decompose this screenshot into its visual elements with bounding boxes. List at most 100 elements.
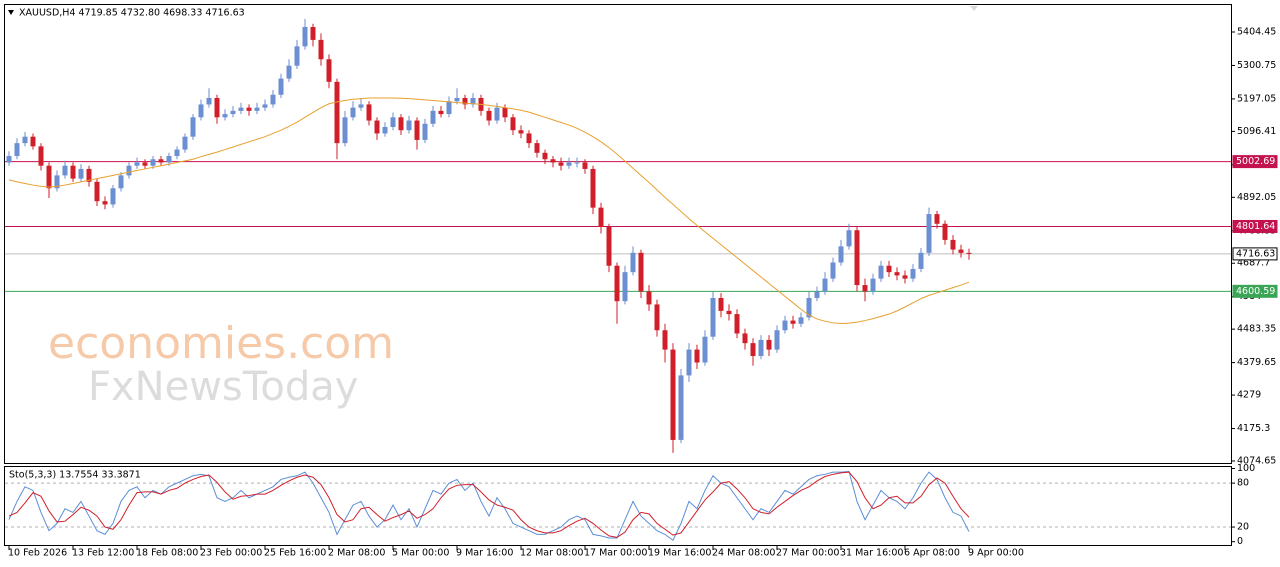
candle-body <box>862 285 868 292</box>
candle-body <box>142 162 148 166</box>
y-tick-label: 4483.35 <box>1237 324 1276 335</box>
candle-body <box>214 97 220 118</box>
candle-body <box>694 349 700 363</box>
x-tick-label: 10 Feb 2026 <box>8 548 67 559</box>
candle-body <box>638 252 644 292</box>
candle-body <box>270 94 276 105</box>
candle-body <box>470 97 476 105</box>
x-tick-label: 17 Mar 00:00 <box>584 548 647 559</box>
candle-body <box>70 165 76 179</box>
chart-header: XAUUSD,H4 4719.85 4732.80 4698.33 4716.6… <box>19 8 245 19</box>
candle-body <box>94 181 100 202</box>
candle-body <box>406 120 412 131</box>
x-tick-label: 2 Mar 08:00 <box>328 548 385 559</box>
candle-body <box>238 107 244 111</box>
candle-body <box>102 201 108 205</box>
x-tick-label: 6 Apr 08:00 <box>904 548 960 559</box>
candle-body <box>526 133 532 144</box>
candle-body <box>438 110 444 115</box>
y-tick-label: 5197.05 <box>1237 93 1276 104</box>
candle-body <box>670 349 676 440</box>
candle-body <box>718 297 724 311</box>
candle-body <box>382 126 388 134</box>
candle-body <box>926 214 932 253</box>
candle-body <box>878 265 884 279</box>
candle-body <box>550 159 556 163</box>
candle-body <box>246 107 252 111</box>
candle-body <box>78 168 84 179</box>
candle-body <box>734 314 740 334</box>
candle-body <box>558 162 564 166</box>
candle-body <box>366 104 372 121</box>
candle-body <box>590 168 596 208</box>
level-label: 4716.63 <box>1236 248 1275 259</box>
x-tick-label: 5 Mar 00:00 <box>392 548 449 559</box>
candle-body <box>726 310 732 315</box>
candle-body <box>110 188 116 205</box>
stochastic-panel <box>4 466 1232 546</box>
candle-body <box>430 110 436 124</box>
candle-body <box>606 226 612 266</box>
candle-body <box>846 230 852 247</box>
candle-body <box>598 207 604 227</box>
x-tick-label: 19 Mar 16:00 <box>648 548 711 559</box>
candle-body <box>310 26 316 40</box>
candle-body <box>646 291 652 305</box>
y-tick-label: 4892.05 <box>1237 192 1276 203</box>
candle-body <box>374 120 380 134</box>
y-tick-label: 4175.3 <box>1237 423 1270 434</box>
candle-body <box>126 165 132 176</box>
candle-body <box>654 304 660 331</box>
candle-body <box>790 320 796 324</box>
candle-body <box>966 252 972 254</box>
candle-body <box>758 339 764 357</box>
x-tick-label: 31 Mar 16:00 <box>840 548 903 559</box>
candle-body <box>174 149 180 157</box>
candle-body <box>486 110 492 121</box>
x-tick-label: 23 Feb 00:00 <box>200 548 262 559</box>
y-tick-label: 20 <box>1237 522 1249 533</box>
candle-body <box>686 349 692 376</box>
x-tick-label: 24 Mar 08:00 <box>712 548 775 559</box>
candle-body <box>342 117 348 144</box>
candle-body <box>910 268 916 279</box>
candle-body <box>782 320 788 331</box>
candle-body <box>518 130 524 134</box>
candle-body <box>934 214 940 224</box>
candle-body <box>262 104 268 108</box>
level-label: 4801.64 <box>1236 221 1275 232</box>
candle-body <box>710 297 716 337</box>
candle-body <box>158 159 164 163</box>
candle-body <box>294 46 300 66</box>
candle-body <box>446 101 452 115</box>
candle-body <box>918 252 924 269</box>
y-tick-label: 5404.45 <box>1237 27 1276 38</box>
candle-body <box>254 107 260 111</box>
candle-body <box>950 239 956 250</box>
candle-body <box>902 275 908 279</box>
level-label-box <box>1232 247 1278 261</box>
candle-body <box>822 278 828 292</box>
candle-body <box>838 246 844 263</box>
level-label: 5002.69 <box>1236 156 1275 167</box>
candle-body <box>678 375 684 440</box>
candle-body <box>398 117 404 131</box>
candle-body <box>582 162 588 169</box>
candle-body <box>182 136 188 150</box>
candle-body <box>806 297 812 318</box>
candle-body <box>510 117 516 131</box>
candle-body <box>14 143 20 157</box>
candle-body <box>222 114 228 118</box>
candle-body <box>622 272 628 302</box>
candle-body <box>566 162 572 166</box>
candle-body <box>774 330 780 350</box>
watermark: economies.com <box>48 318 394 369</box>
y-tick-label: 80 <box>1237 478 1249 489</box>
y-tick-label: 4074.65 <box>1237 455 1276 466</box>
candle-body <box>574 162 580 164</box>
candle-body <box>358 104 364 108</box>
candle-body <box>870 278 876 292</box>
candle-body <box>662 330 668 350</box>
x-tick-label: 27 Mar 00:00 <box>776 548 839 559</box>
